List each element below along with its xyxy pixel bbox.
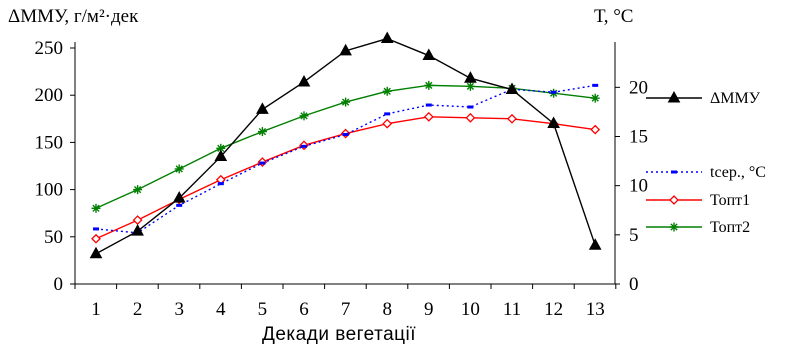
series-4-point-6 <box>299 111 309 121</box>
legend-label-1: ΔММУ <box>710 90 761 107</box>
series-3-point-1 <box>91 233 101 244</box>
x-axis-title: Декади вегетації <box>262 324 417 345</box>
legend-marker-4 <box>669 222 679 232</box>
series-3-point-13 <box>590 124 601 135</box>
x-tick-label: 5 <box>258 299 268 320</box>
series-1-point-12 <box>547 116 560 129</box>
left-tick-label: 200 <box>35 85 64 106</box>
series-3-point-9 <box>423 111 434 122</box>
right-axis-title: Т, °С <box>594 6 634 27</box>
series-2-point-10 <box>467 105 474 109</box>
series-2-point-4 <box>217 182 224 186</box>
series-1-point-11 <box>505 82 519 95</box>
series-1-point-5 <box>256 102 269 114</box>
series-3-point-2 <box>132 215 143 226</box>
series-4-point-1 <box>91 203 101 213</box>
series-1-point-13 <box>588 238 602 250</box>
series-1-point-3 <box>172 191 186 203</box>
series-2-point-5 <box>259 161 266 165</box>
series-2-point-9 <box>425 103 432 107</box>
series-4-point-8 <box>382 86 392 96</box>
legend-label-2: tсер., °С <box>710 164 766 181</box>
series-1-point-1 <box>89 246 103 259</box>
series-4-point-13 <box>590 93 600 103</box>
left-tick-label: 50 <box>44 227 63 248</box>
series-1-point-2 <box>131 224 144 236</box>
series-4-point-7 <box>341 97 351 107</box>
right-tick-label: 15 <box>629 127 648 148</box>
right-tick-label: 10 <box>629 176 648 197</box>
series-4-point-9 <box>424 80 434 90</box>
legend-label-4: Топт2 <box>710 219 750 236</box>
right-tick-label: 5 <box>629 225 639 246</box>
left-tick-label: 100 <box>35 180 64 201</box>
series-1-point-4 <box>214 149 228 162</box>
legend-marker-1 <box>667 90 681 103</box>
x-tick-label: 6 <box>299 299 309 320</box>
series-2-point-6 <box>301 144 307 148</box>
series-4-point-5 <box>257 127 267 137</box>
x-tick-label: 9 <box>424 299 434 320</box>
series-3-point-10 <box>465 112 476 123</box>
series-2-point-3 <box>176 203 183 207</box>
x-tick-label: 2 <box>133 299 143 320</box>
x-tick-label: 8 <box>382 299 392 320</box>
left-tick-label: 150 <box>35 132 64 153</box>
series-line-1 <box>95 37 596 255</box>
x-tick-label: 7 <box>341 299 351 320</box>
left-tick-label: 0 <box>54 274 64 295</box>
series-2-point-12 <box>550 90 557 94</box>
legend-marker-2 <box>671 170 677 174</box>
x-tick-label: 1 <box>91 299 101 320</box>
series-line-2 <box>95 84 596 234</box>
right-tick-label: 0 <box>629 274 639 295</box>
series-1-point-6 <box>297 74 311 87</box>
x-tick-label: 12 <box>544 299 563 320</box>
series-1-point-10 <box>464 71 477 83</box>
series-4-point-2 <box>133 185 143 195</box>
series-1-point-7 <box>339 43 352 56</box>
series-4-point-3 <box>174 164 184 174</box>
series-2-point-7 <box>342 133 349 137</box>
series-2-point-8 <box>384 112 391 116</box>
series-2-point-1 <box>93 227 99 231</box>
legend-label-3: Топт1 <box>710 192 750 209</box>
series-4-point-10 <box>465 81 475 91</box>
left-tick-label: 250 <box>35 38 64 59</box>
left-axis-title: ΔММУ, г/м²·дек <box>8 6 139 27</box>
x-tick-label: 10 <box>461 299 480 320</box>
legend-marker-3 <box>669 195 679 205</box>
series-1-point-8 <box>380 31 394 44</box>
series-3-point-8 <box>382 118 393 129</box>
x-tick-label: 3 <box>174 299 184 320</box>
series-3-point-11 <box>507 113 517 124</box>
right-tick-label: 20 <box>629 77 648 98</box>
x-tick-label: 13 <box>586 299 605 320</box>
x-tick-label: 11 <box>503 299 521 320</box>
series-1-point-9 <box>422 48 436 61</box>
series-2-point-13 <box>592 83 599 87</box>
x-tick-label: 4 <box>216 299 226 320</box>
